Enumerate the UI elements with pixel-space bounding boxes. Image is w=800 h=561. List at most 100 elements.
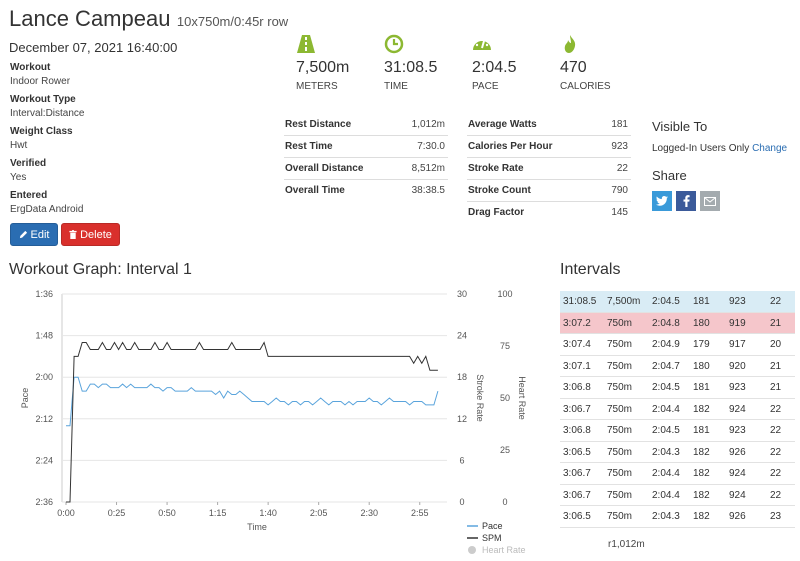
detail-label: Weight Class — [10, 126, 73, 137]
interval-cell: 2:04.8 — [652, 317, 680, 329]
interval-cell: 2:04.5 — [652, 425, 680, 436]
row-label: Overall Time — [285, 185, 345, 196]
interval-cell: 926 — [729, 446, 746, 458]
row-value: 181 — [611, 118, 628, 130]
heart-tick-label: 100 — [497, 289, 512, 299]
row-value: 8,512m — [411, 163, 445, 174]
flame-icon — [564, 35, 576, 53]
interval-row: 3:06.7 750m 2:04.4 182 924 22 — [560, 463, 795, 485]
delete-button[interactable]: Delete — [61, 223, 120, 246]
detail-label: Workout — [10, 62, 51, 73]
row-label: Rest Time — [285, 141, 333, 152]
stroke-tick-label: 18 — [457, 372, 467, 382]
detail-value: Interval:Distance — [10, 108, 85, 119]
interval-cell: 924 — [729, 468, 746, 479]
interval-cell: 2:04.9 — [652, 339, 680, 350]
stroke-tick-label: 24 — [457, 331, 467, 341]
edit-button[interactable]: Edit — [10, 223, 58, 246]
row-value: 7:30.0 — [417, 141, 445, 152]
interval-cell: 750m — [607, 446, 633, 458]
interval-cell: 919 — [729, 317, 746, 329]
stat-label: CALORIES — [560, 81, 611, 92]
facebook-share-button[interactable] — [676, 191, 696, 211]
interval-cell: 180 — [693, 360, 710, 372]
interval-row: 31:08.5 7,500m 2:04.5 181 923 22 — [560, 291, 795, 313]
interval-cell: 22 — [770, 425, 782, 436]
edit-label: Edit — [30, 228, 50, 241]
stat-label: METERS — [296, 81, 338, 92]
interval-cell: 750m — [607, 511, 633, 522]
interval-cell: 750m — [607, 339, 633, 350]
interval-cell: 3:07.4 — [563, 339, 591, 350]
row-value: 38:38.5 — [411, 185, 445, 196]
pace-tick-label: 2:36 — [35, 497, 53, 507]
table-row: Overall Distance 8,512m — [284, 157, 448, 179]
heart-axis-label: Heart Rate — [517, 376, 527, 420]
athlete-name: Lance Campeau — [9, 6, 171, 31]
detail-workout-type: Workout Type Interval:Distance — [10, 93, 84, 121]
detail-value: Yes — [10, 172, 27, 183]
interval-cell: 180 — [693, 317, 710, 329]
row-value: 790 — [611, 185, 628, 196]
interval-cell: 750m — [607, 317, 633, 329]
detail-value: ErgData Android — [10, 204, 84, 215]
interval-cell: 2:04.3 — [652, 446, 680, 458]
interval-cell: 750m — [607, 360, 633, 372]
share-heading: Share — [652, 168, 687, 183]
road-icon — [297, 35, 315, 53]
interval-cell: 31:08.5 — [563, 296, 597, 307]
spm-series-line — [66, 341, 438, 503]
x-tick-label: 2:05 — [310, 508, 328, 518]
detail-entered: Entered ErgData Android — [10, 189, 83, 217]
twitter-share-button[interactable] — [652, 191, 672, 211]
interval-cell: 23 — [770, 511, 782, 522]
table-row: Overall Time 38:38.5 — [284, 179, 448, 201]
interval-row: 3:07.4 750m 2:04.9 179 917 20 — [560, 334, 795, 356]
stroke-tick-label: 12 — [457, 414, 467, 424]
interval-cell: 2:04.3 — [652, 511, 680, 522]
rest-overall-table: Rest Distance 1,012m Rest Time 7:30.0 Over… — [284, 113, 448, 201]
intervals-rest-total: r1,012m — [608, 539, 645, 550]
interval-cell: 22 — [770, 489, 782, 501]
table-row: Calories Per Hour 923 — [467, 135, 631, 157]
twitter-icon — [656, 196, 668, 206]
chart-gridlines — [62, 293, 447, 503]
detail-weight-class: Weight Class Hwt — [10, 125, 73, 153]
facebook-icon — [683, 195, 690, 207]
row-label: Average Watts — [468, 118, 537, 130]
pace-series-line — [66, 376, 439, 427]
visibility-value: Logged-In Users Only — [652, 143, 750, 154]
x-axis-label: Time — [247, 522, 267, 532]
table-row: Drag Factor 145 — [467, 201, 631, 223]
interval-row: 3:06.7 750m 2:04.4 182 924 22 — [560, 399, 795, 420]
pace-axis-label: Pace — [20, 388, 30, 409]
stat-pace: 2:04.5 PACE — [472, 34, 516, 92]
interval-row: 3:07.2 750m 2:04.8 180 919 21 — [560, 312, 795, 334]
x-tick-label: 0:00 — [57, 508, 75, 518]
email-share-button[interactable] — [700, 191, 720, 211]
interval-cell: 182 — [693, 403, 710, 415]
delete-label: Delete — [80, 228, 112, 241]
stat-label: TIME — [384, 81, 408, 92]
heart-tick-label: 25 — [500, 445, 510, 455]
page-title: Lance Campeau 10x750m/0:45r row — [9, 6, 288, 32]
interval-cell: 3:06.5 — [563, 446, 591, 458]
trash-icon — [69, 230, 77, 239]
change-visibility-link[interactable]: Change — [752, 143, 788, 154]
interval-cell: 924 — [729, 403, 746, 415]
x-tick-label: 0:50 — [158, 508, 176, 518]
detail-verified: Verified Yes — [10, 157, 46, 185]
x-tick-label: 2:55 — [411, 508, 429, 518]
interval-cell: 926 — [729, 511, 746, 522]
interval-cell: 3:06.7 — [563, 468, 591, 479]
interval-cell: 3:06.8 — [563, 425, 591, 436]
workout-subtitle: 10x750m/0:45r row — [176, 14, 289, 29]
pace-tick-label: 2:12 — [35, 414, 53, 424]
legend-heart-swatch — [468, 546, 476, 554]
interval-cell: 920 — [729, 360, 746, 372]
interval-cell: 22 — [770, 446, 782, 458]
interval-cell: 3:06.5 — [563, 511, 591, 522]
pace-tick-label: 2:24 — [35, 455, 53, 465]
table-row: Rest Time 7:30.0 — [284, 135, 448, 157]
interval-cell: 750m — [607, 425, 633, 436]
